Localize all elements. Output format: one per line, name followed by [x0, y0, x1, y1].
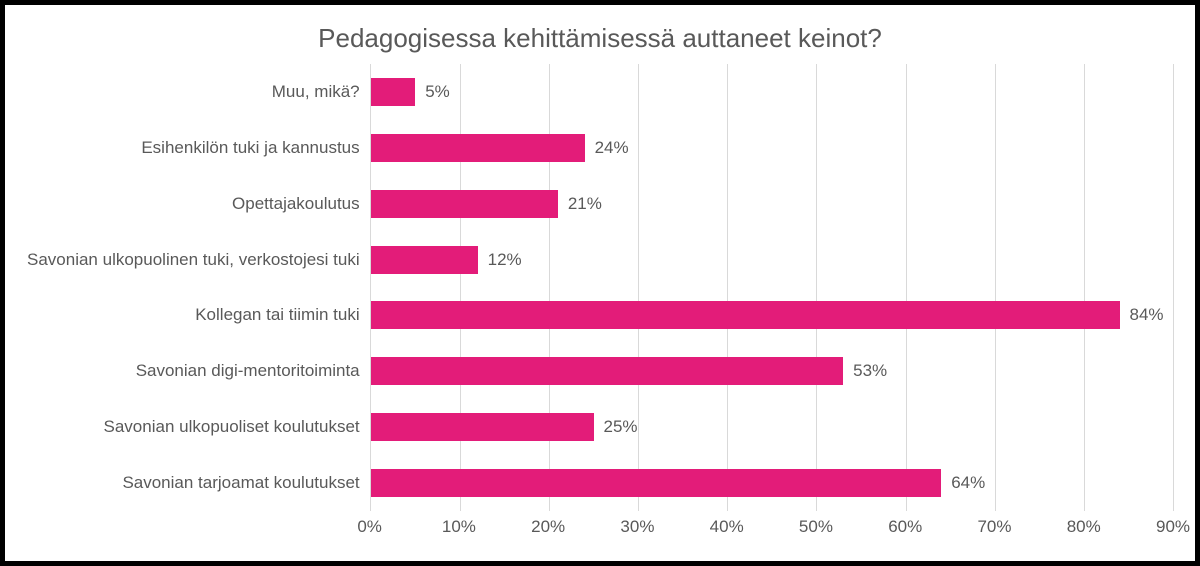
x-axis-tick-label: 90% [1156, 517, 1190, 537]
x-axis-tick-label: 80% [1067, 517, 1101, 537]
bar-row: 53% [371, 343, 1173, 399]
bar-value-label: 64% [951, 473, 985, 493]
bar [371, 78, 416, 106]
bar [371, 413, 594, 441]
bar [371, 190, 558, 218]
y-axis-label: Opettajakoulutus [232, 176, 360, 232]
x-axis-tick-label: 40% [710, 517, 744, 537]
y-axis-label: Kollegan tai tiimin tuki [195, 288, 359, 344]
bar-row: 24% [371, 120, 1173, 176]
x-axis-tick-label: 60% [888, 517, 922, 537]
bar [371, 134, 585, 162]
x-axis-tick-label: 10% [442, 517, 476, 537]
y-axis-label: Savonian tarjoamat koulutukset [122, 455, 359, 511]
x-axis-tick-label: 30% [620, 517, 654, 537]
bar-row: 5% [371, 64, 1173, 120]
y-axis-label: Savonian ulkopuolinen tuki, verkostojesi… [27, 232, 360, 288]
bar-row: 21% [371, 176, 1173, 232]
y-axis-labels: Muu, mikä?Esihenkilön tuki ja kannustusO… [27, 64, 370, 511]
x-axis-tick-label: 20% [531, 517, 565, 537]
y-axis-label: Muu, mikä? [272, 64, 360, 120]
x-axis-tick-label: 70% [977, 517, 1011, 537]
x-axis: 0%10%20%30%40%50%60%70%80%90% [370, 515, 1173, 543]
chart-frame: Pedagogisessa kehittämisessä auttaneet k… [0, 0, 1200, 566]
x-axis-labels: 0%10%20%30%40%50%60%70%80%90% [370, 515, 1173, 543]
bar-row: 64% [371, 455, 1173, 511]
x-axis-tick-label: 50% [799, 517, 833, 537]
bar [371, 469, 942, 497]
bar-value-label: 5% [425, 82, 450, 102]
bar-value-label: 84% [1130, 305, 1164, 325]
chart-title: Pedagogisessa kehittämisessä auttaneet k… [27, 23, 1173, 54]
chart-area: Muu, mikä?Esihenkilön tuki ja kannustusO… [27, 64, 1173, 511]
bar [371, 246, 478, 274]
bars-container: 5% 24% 21% 12% 84% 53% 25% 64% [371, 64, 1173, 511]
x-axis-spacer [27, 511, 370, 543]
bar-row: 25% [371, 399, 1173, 455]
bar-row: 84% [371, 288, 1173, 344]
y-axis-label: Esihenkilön tuki ja kannustus [141, 120, 359, 176]
x-axis-tick-label: 0% [357, 517, 382, 537]
gridline [1173, 64, 1174, 511]
y-axis-label: Savonian ulkopuoliset koulutukset [104, 399, 360, 455]
bar-value-label: 12% [488, 250, 522, 270]
bar [371, 357, 844, 385]
y-axis-label: Savonian digi-mentoritoiminta [136, 343, 360, 399]
bar-value-label: 21% [568, 194, 602, 214]
bar-value-label: 25% [604, 417, 638, 437]
plot-area: 5% 24% 21% 12% 84% 53% 25% 64% [370, 64, 1173, 511]
bar-row: 12% [371, 232, 1173, 288]
x-axis-row: 0%10%20%30%40%50%60%70%80%90% [27, 511, 1173, 543]
bar-value-label: 53% [853, 361, 887, 381]
bar [371, 301, 1120, 329]
bar-value-label: 24% [595, 138, 629, 158]
